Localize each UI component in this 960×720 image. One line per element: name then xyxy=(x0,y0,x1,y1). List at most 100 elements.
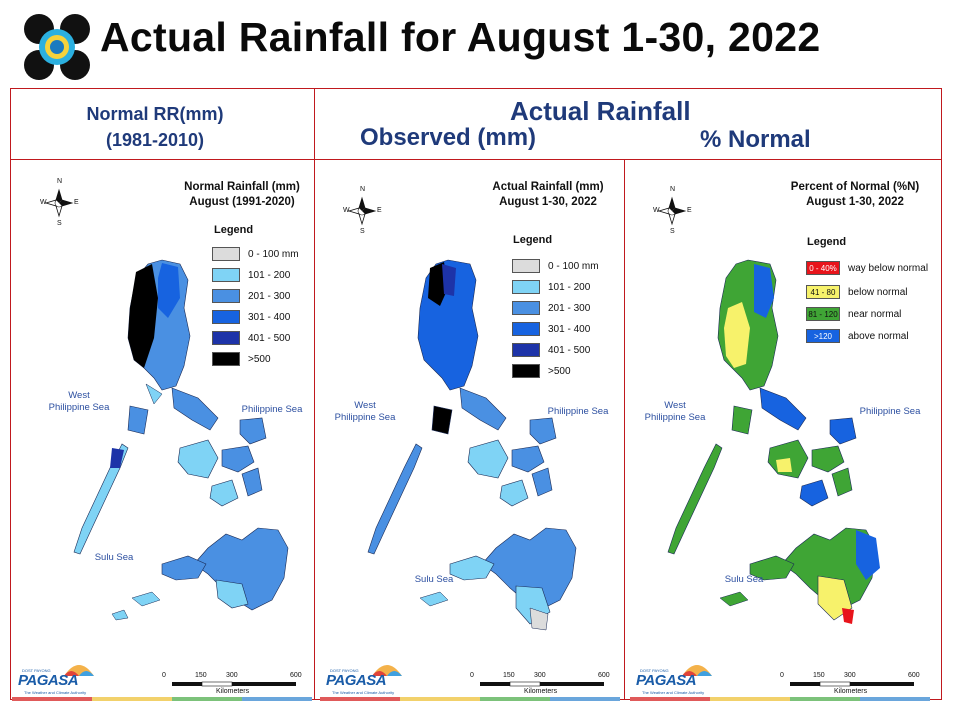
legend-swatch xyxy=(512,364,540,378)
compass-n-label: N xyxy=(670,186,676,193)
scale-tick: 150 xyxy=(195,672,207,679)
header-divider xyxy=(10,159,942,160)
footer-strip-blue xyxy=(550,697,620,701)
footer-strip-yellow xyxy=(710,697,790,701)
pagasa-umbrella-icon xyxy=(64,665,94,676)
sea-label-east: Philippine Sea xyxy=(859,406,921,417)
legend-item: >500 xyxy=(512,363,571,379)
scale-unit: Kilometers xyxy=(216,688,250,695)
sea-label-west-2: Philippine Sea xyxy=(644,412,706,423)
scale-tick: 0 xyxy=(780,672,784,679)
scale-tick: 600 xyxy=(598,672,610,679)
legend-title: Legend xyxy=(513,234,553,246)
panel-percent-normal: N S W E Percent of Normal (%N) August 1-… xyxy=(630,168,930,698)
compass-rose-icon xyxy=(347,196,377,226)
sea-label-west-2: Philippine Sea xyxy=(334,412,396,423)
normal-rainfall-map xyxy=(44,188,296,687)
legend-swatch: 41 - 80 xyxy=(806,285,840,299)
legend-item: 41 - 80 below normal xyxy=(806,284,907,300)
normal-rr-header: Normal RR(mm) xyxy=(86,104,224,124)
map-title: Normal Rainfall (mm) xyxy=(184,181,300,193)
actual-rainfall-header: Actual Rainfall xyxy=(510,96,691,126)
pagasa-umbrella-icon xyxy=(682,665,712,676)
sea-label-sulu: Sulu Sea xyxy=(94,552,134,563)
pagasa-umbrella-icon xyxy=(372,665,402,676)
footer-strip-yellow xyxy=(400,697,480,701)
legend-item: 81 - 120 near normal xyxy=(806,306,901,322)
sea-label-east: Philippine Sea xyxy=(241,404,303,415)
scale-unit: Kilometers xyxy=(834,688,868,695)
compass-n-label: N xyxy=(57,178,63,185)
panel-normal-rainfall: N S W E Normal Rainfall (mm) August (199… xyxy=(12,168,312,698)
compass-w-label: W xyxy=(40,199,47,206)
legend-swatch xyxy=(212,331,240,345)
legend-swatch xyxy=(212,310,240,324)
legend-item: 101 - 200 xyxy=(212,267,290,283)
legend-swatch: 81 - 120 xyxy=(806,307,840,321)
legend-swatch xyxy=(512,280,540,294)
legend-item: >120 above normal xyxy=(806,328,909,344)
sea-label-sulu: Sulu Sea xyxy=(724,574,764,585)
map-title: Actual Rainfall (mm) xyxy=(492,181,604,193)
sea-label-sulu: Sulu Sea xyxy=(414,574,454,585)
sea-label-east: Philippine Sea xyxy=(547,406,609,417)
normal-period-header: (1981-2010) xyxy=(105,130,205,150)
legend-swatch: >120 xyxy=(806,329,840,343)
legend-swatch xyxy=(212,352,240,366)
scale-tick: 0 xyxy=(470,672,474,679)
legend-swatch xyxy=(212,268,240,282)
pagasa-small-text: DOST PAYONG xyxy=(640,668,669,673)
scale-tick: 150 xyxy=(813,672,825,679)
compass-w-label: W xyxy=(653,207,660,214)
footer-strip-red xyxy=(630,697,710,701)
compass-rose-icon xyxy=(657,196,687,226)
map-subtitle: August 1-30, 2022 xyxy=(499,196,597,208)
footer-strip-green xyxy=(790,697,860,701)
legend-item: >500 xyxy=(212,351,271,367)
sea-label-west: West xyxy=(68,390,90,401)
percent-normal-header: % Normal xyxy=(700,126,811,153)
legend-item: 301 - 400 xyxy=(212,309,290,325)
pagasa-small-text: DOST PAYONG xyxy=(330,668,359,673)
map-title: Percent of Normal (%N) xyxy=(790,181,920,193)
legend-swatch xyxy=(512,259,540,273)
map-subtitle: August 1-30, 2022 xyxy=(806,196,904,208)
dost-pagasa-logo xyxy=(24,14,90,80)
scale-bar xyxy=(172,681,296,687)
legend-item: 301 - 400 xyxy=(512,321,590,337)
legend-item: 0 - 100 mm xyxy=(512,258,599,274)
scale-bar xyxy=(790,681,914,687)
compass-e-label: E xyxy=(687,207,692,214)
legend-swatch xyxy=(512,322,540,336)
footer-strip-red xyxy=(12,697,92,701)
legend-item: 401 - 500 xyxy=(512,342,590,358)
legend-item: 0 - 40% way below normal xyxy=(806,260,928,276)
scale-tick: 600 xyxy=(908,672,920,679)
legend-title: Legend xyxy=(214,224,254,236)
footer-strip-blue xyxy=(242,697,312,701)
compass-s-label: S xyxy=(57,220,62,227)
compass-s-label: S xyxy=(670,228,675,235)
footer-strip-green xyxy=(480,697,550,701)
compass-n-label: N xyxy=(360,186,366,193)
pagasa-tagline: The Weather and Climate Authority xyxy=(332,690,395,695)
legend-item: 101 - 200 xyxy=(512,279,590,295)
scale-tick: 600 xyxy=(290,672,302,679)
pagasa-small-text: DOST PAYONG xyxy=(22,668,51,673)
sea-label-west: West xyxy=(354,400,376,411)
legend-swatch xyxy=(212,247,240,261)
legend-item: 201 - 300 xyxy=(212,288,290,304)
pagasa-logo-text: PAGASA xyxy=(326,672,387,689)
compass-rose-icon xyxy=(44,188,74,218)
percent-normal-map xyxy=(657,196,914,687)
scale-tick: 300 xyxy=(844,672,856,679)
pagasa-logo-text: PAGASA xyxy=(18,672,79,689)
observed-header: Observed (mm) xyxy=(360,124,537,151)
legend-item: 201 - 300 xyxy=(512,300,590,316)
sea-label-west: West xyxy=(664,400,686,411)
legend-title: Legend xyxy=(807,236,847,248)
compass-w-label: W xyxy=(343,207,350,214)
footer-strip-red xyxy=(320,697,400,701)
column-divider-1 xyxy=(314,88,315,700)
legend-item: 0 - 100 mm xyxy=(212,246,299,262)
